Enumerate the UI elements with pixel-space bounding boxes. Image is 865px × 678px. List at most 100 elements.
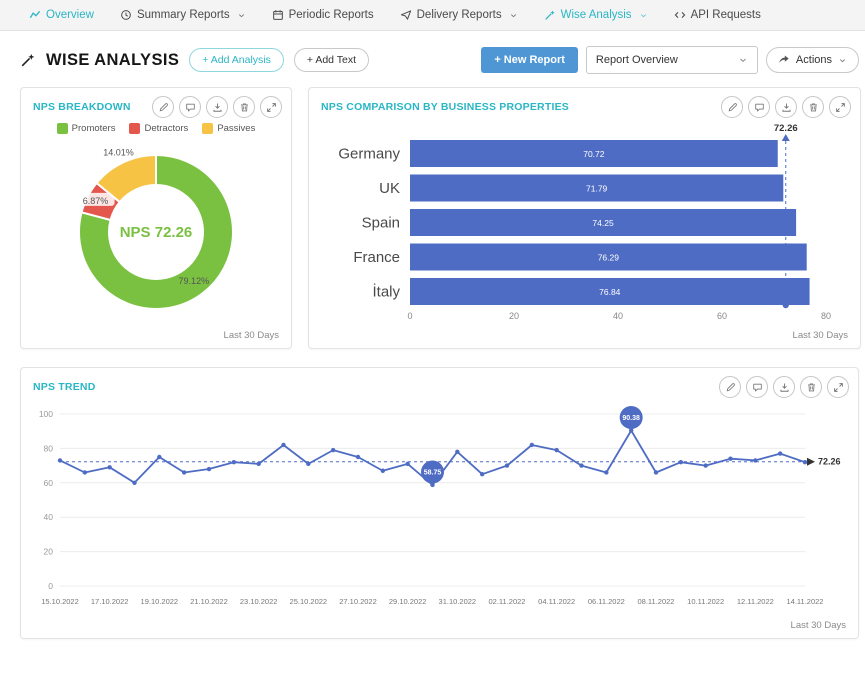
svg-text:71.79: 71.79 xyxy=(586,184,608,194)
nav-item-periodic-reports[interactable]: Periodic Reports xyxy=(259,0,387,30)
svg-text:02.11.2022: 02.11.2022 xyxy=(489,597,526,606)
add-analysis-button[interactable]: + Add Analysis xyxy=(189,48,284,72)
svg-text:40: 40 xyxy=(613,311,623,321)
legend-swatch xyxy=(202,123,213,134)
period-label: Last 30 Days xyxy=(791,620,846,631)
legend-swatch xyxy=(129,123,140,134)
edit-button[interactable] xyxy=(721,96,743,118)
svg-text:72.26: 72.26 xyxy=(774,123,798,134)
share-icon xyxy=(778,54,790,66)
download-button[interactable] xyxy=(773,376,795,398)
card-title: NPS BREAKDOWN xyxy=(33,96,131,113)
svg-text:04.11.2022: 04.11.2022 xyxy=(538,597,575,606)
svg-text:19.10.2022: 19.10.2022 xyxy=(141,597,179,606)
download-button[interactable] xyxy=(775,96,797,118)
chevron-down-icon xyxy=(838,56,847,65)
svg-text:60: 60 xyxy=(44,478,54,488)
svg-text:20: 20 xyxy=(44,547,54,557)
comment-button[interactable] xyxy=(746,376,768,398)
legend-item[interactable]: Detractors xyxy=(129,123,188,134)
delete-button[interactable] xyxy=(233,96,255,118)
svg-text:23.10.2022: 23.10.2022 xyxy=(240,597,278,606)
nav-item-delivery-reports[interactable]: Delivery Reports xyxy=(387,0,531,30)
wand-icon xyxy=(544,9,556,21)
svg-text:70.72: 70.72 xyxy=(583,149,605,159)
edit-icon xyxy=(158,102,169,113)
svg-text:08.11.2022: 08.11.2022 xyxy=(638,597,675,606)
svg-text:80: 80 xyxy=(44,443,54,453)
nav-item-summary-reports[interactable]: Summary Reports xyxy=(107,0,259,30)
legend-item[interactable]: Promoters xyxy=(57,123,116,134)
expand-icon xyxy=(833,382,844,393)
comment-icon xyxy=(185,102,196,113)
legend-label: Detractors xyxy=(144,123,188,134)
chevron-down-icon xyxy=(509,11,518,20)
card-toolbar xyxy=(719,376,849,398)
delete-icon xyxy=(808,102,819,113)
svg-text:40: 40 xyxy=(44,512,54,522)
svg-text:12.11.2022: 12.11.2022 xyxy=(737,597,774,606)
edit-button[interactable] xyxy=(152,96,174,118)
add-text-button[interactable]: + Add Text xyxy=(294,48,369,72)
expand-icon xyxy=(266,102,277,113)
svg-text:0: 0 xyxy=(407,311,412,321)
svg-text:6.87%: 6.87% xyxy=(83,196,109,206)
svg-text:79.12%: 79.12% xyxy=(179,276,210,286)
expand-icon xyxy=(835,102,846,113)
delete-button[interactable] xyxy=(800,376,822,398)
expand-button[interactable] xyxy=(829,96,851,118)
svg-text:100: 100 xyxy=(39,409,53,419)
card-title: NPS COMPARISON BY BUSINESS PROPERTIES xyxy=(321,96,569,113)
svg-text:06.11.2022: 06.11.2022 xyxy=(588,597,625,606)
expand-button[interactable] xyxy=(827,376,849,398)
svg-text:80: 80 xyxy=(821,311,831,321)
download-icon xyxy=(212,102,223,113)
nav-item-wise-analysis[interactable]: Wise Analysis xyxy=(531,0,661,30)
nav-item-overview[interactable]: Overview xyxy=(16,0,107,30)
delete-button[interactable] xyxy=(802,96,824,118)
svg-text:İtaly: İtaly xyxy=(372,283,400,301)
download-button[interactable] xyxy=(206,96,228,118)
svg-text:90.38: 90.38 xyxy=(622,415,640,422)
svg-text:UK: UK xyxy=(379,180,400,197)
clock-icon xyxy=(120,9,132,21)
new-report-button[interactable]: + New Report xyxy=(481,47,578,73)
chevron-down-icon xyxy=(738,55,748,65)
comment-button[interactable] xyxy=(748,96,770,118)
svg-text:14.01%: 14.01% xyxy=(103,147,134,157)
nav-item-api-requests[interactable]: API Requests xyxy=(661,0,774,30)
svg-text:Germany: Germany xyxy=(338,146,400,163)
legend-label: Promoters xyxy=(72,123,116,134)
chevron-down-icon xyxy=(639,11,648,20)
nps-comparison-card: NPS COMPARISON BY BUSINESS PROPERTIES 70… xyxy=(308,87,861,349)
calendar-icon xyxy=(272,9,284,21)
comment-button[interactable] xyxy=(179,96,201,118)
card-toolbar xyxy=(152,96,282,118)
nav-item-label: API Requests xyxy=(691,9,761,21)
page-header: WISE ANALYSIS + Add Analysis + Add Text … xyxy=(0,31,865,87)
actions-button[interactable]: Actions xyxy=(766,47,859,73)
svg-text:29.10.2022: 29.10.2022 xyxy=(389,597,427,606)
download-icon xyxy=(779,382,790,393)
svg-text:76.84: 76.84 xyxy=(599,287,621,297)
download-icon xyxy=(781,102,792,113)
svg-text:0: 0 xyxy=(48,581,53,591)
card-title: NPS TREND xyxy=(33,376,95,393)
svg-text:20: 20 xyxy=(509,311,519,321)
api-icon xyxy=(674,9,686,21)
report-select[interactable]: Report Overview xyxy=(586,46,758,74)
edit-button[interactable] xyxy=(719,376,741,398)
period-label: Last 30 Days xyxy=(224,330,279,341)
svg-text:74.25: 74.25 xyxy=(592,218,614,228)
chevron-down-icon xyxy=(838,56,847,65)
svg-text:14.11.2022: 14.11.2022 xyxy=(787,597,824,606)
legend-item[interactable]: Passives xyxy=(202,123,255,134)
nav-item-label: Delivery Reports xyxy=(417,9,502,21)
svg-text:21.10.2022: 21.10.2022 xyxy=(190,597,228,606)
period-label: Last 30 Days xyxy=(793,330,848,341)
delete-icon xyxy=(806,382,817,393)
expand-button[interactable] xyxy=(260,96,282,118)
chevron-down-icon xyxy=(237,11,246,20)
nps-breakdown-card: NPS BREAKDOWN Promoters Detractors Passive… xyxy=(20,87,292,349)
card-toolbar xyxy=(721,96,851,118)
